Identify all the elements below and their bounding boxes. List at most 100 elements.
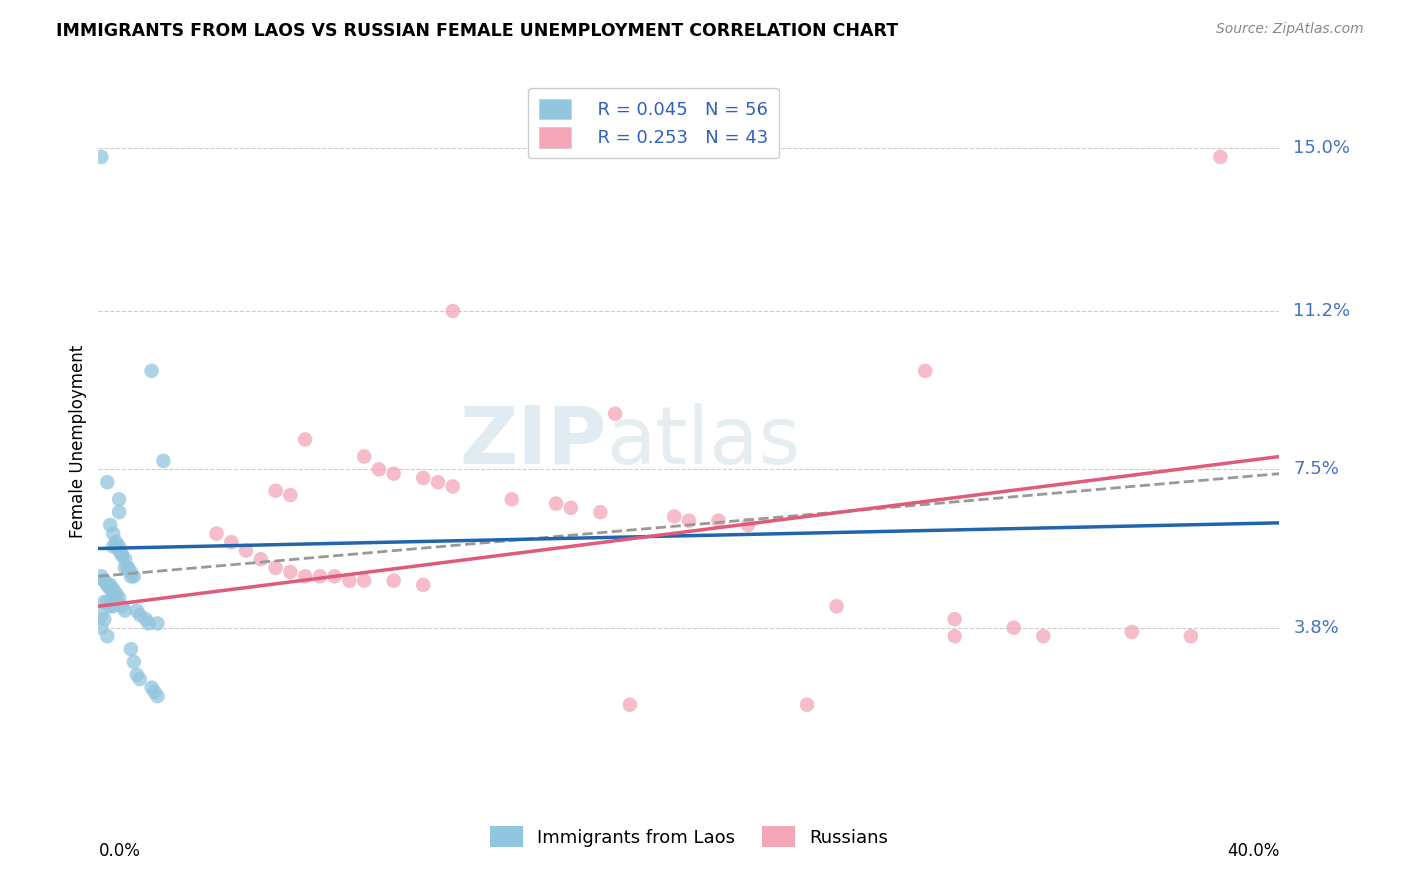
Point: [825, 599, 848, 614]
Point: [146, 689, 169, 703]
Point: [93, 612, 115, 626]
Point: [122, 569, 145, 583]
Point: [141, 364, 163, 378]
Point: [135, 612, 157, 626]
Point: [235, 543, 257, 558]
Point: [1180, 629, 1202, 643]
Point: [141, 681, 163, 695]
Point: [427, 475, 450, 490]
Point: [93, 574, 115, 588]
Point: [108, 505, 131, 519]
Point: [264, 483, 287, 498]
Point: [105, 586, 128, 600]
Text: 15.0%: 15.0%: [1294, 139, 1350, 157]
Point: [120, 642, 142, 657]
Point: [619, 698, 641, 712]
Point: [98, 518, 121, 533]
Point: [1002, 621, 1025, 635]
Point: [221, 535, 243, 549]
Text: 40.0%: 40.0%: [1227, 842, 1279, 860]
Point: [103, 599, 125, 614]
Point: [1121, 624, 1143, 639]
Point: [111, 599, 134, 614]
Point: [605, 407, 627, 421]
Point: [111, 548, 134, 562]
Point: [90, 621, 112, 635]
Point: [98, 578, 121, 592]
Point: [105, 535, 128, 549]
Text: ZIP: ZIP: [458, 402, 606, 481]
Point: [114, 561, 136, 575]
Point: [441, 479, 464, 493]
Point: [103, 526, 125, 541]
Y-axis label: Female Unemployment: Female Unemployment: [69, 345, 87, 538]
Point: [664, 509, 686, 524]
Point: [98, 582, 121, 597]
Point: [205, 526, 228, 541]
Point: [117, 561, 139, 575]
Point: [678, 514, 700, 528]
Point: [103, 540, 125, 554]
Point: [103, 586, 125, 600]
Point: [96, 475, 118, 490]
Text: 11.2%: 11.2%: [1294, 302, 1351, 320]
Point: [914, 364, 936, 378]
Point: [90, 607, 112, 622]
Text: Source: ZipAtlas.com: Source: ZipAtlas.com: [1216, 22, 1364, 37]
Point: [152, 454, 174, 468]
Point: [943, 612, 966, 626]
Point: [250, 552, 273, 566]
Point: [143, 685, 166, 699]
Point: [382, 574, 405, 588]
Point: [103, 582, 125, 597]
Point: [125, 604, 148, 618]
Point: [122, 655, 145, 669]
Point: [796, 698, 818, 712]
Text: 7.5%: 7.5%: [1294, 460, 1340, 478]
Point: [114, 604, 136, 618]
Point: [108, 591, 131, 605]
Point: [108, 540, 131, 554]
Point: [90, 569, 112, 583]
Text: 0.0%: 0.0%: [98, 842, 141, 860]
Point: [128, 607, 150, 622]
Point: [353, 574, 375, 588]
Legend: Immigrants from Laos, Russians: Immigrants from Laos, Russians: [482, 819, 896, 855]
Point: [323, 569, 346, 583]
Point: [96, 578, 118, 592]
Point: [120, 565, 142, 579]
Point: [441, 304, 464, 318]
Point: [1209, 150, 1232, 164]
Point: [125, 667, 148, 681]
Point: [368, 462, 391, 476]
Point: [309, 569, 332, 583]
Point: [114, 552, 136, 566]
Point: [108, 543, 131, 558]
Point: [120, 569, 142, 583]
Point: [117, 561, 139, 575]
Text: IMMIGRANTS FROM LAOS VS RUSSIAN FEMALE UNEMPLOYMENT CORRELATION CHART: IMMIGRANTS FROM LAOS VS RUSSIAN FEMALE U…: [56, 22, 898, 40]
Point: [412, 578, 434, 592]
Point: [1032, 629, 1054, 643]
Point: [105, 540, 128, 554]
Point: [294, 433, 316, 447]
Point: [294, 569, 316, 583]
Point: [96, 595, 118, 609]
Point: [707, 514, 730, 528]
Point: [280, 488, 302, 502]
Point: [98, 599, 121, 614]
Point: [264, 561, 287, 575]
Point: [737, 518, 759, 533]
Point: [280, 565, 302, 579]
Point: [128, 672, 150, 686]
Point: [93, 595, 115, 609]
Point: [943, 629, 966, 643]
Point: [412, 471, 434, 485]
Point: [589, 505, 612, 519]
Point: [146, 616, 169, 631]
Point: [96, 629, 118, 643]
Text: atlas: atlas: [606, 402, 800, 481]
Point: [560, 500, 582, 515]
Point: [108, 492, 131, 507]
Point: [546, 497, 568, 511]
